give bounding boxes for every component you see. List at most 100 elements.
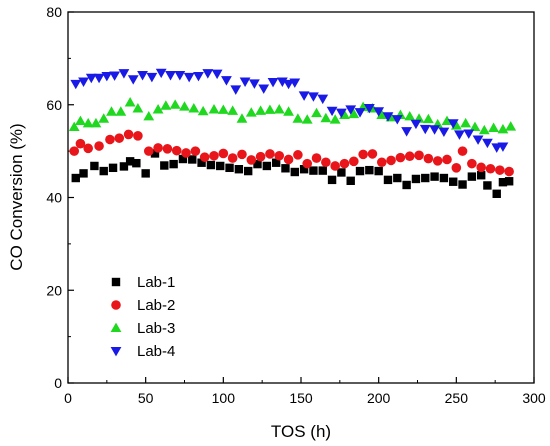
data-point — [243, 166, 253, 176]
data-point — [246, 155, 257, 165]
data-point — [320, 112, 332, 123]
data-point — [302, 158, 313, 169]
data-point — [467, 172, 477, 181]
data-point — [429, 125, 440, 135]
data-point — [211, 69, 223, 80]
data-point — [376, 157, 387, 168]
data-point — [386, 155, 396, 166]
data-point — [472, 135, 484, 145]
x-tick-label: 0 — [64, 390, 72, 406]
data-point — [227, 153, 238, 163]
data-point — [105, 134, 115, 145]
legend-item-lab-3: Lab-3 — [110, 320, 175, 337]
data-point — [78, 77, 89, 87]
y-axis-title: CO Conversion (%) — [7, 123, 26, 270]
data-point — [423, 153, 434, 164]
x-tick-label: 50 — [138, 390, 154, 406]
data-point — [267, 77, 279, 88]
data-point — [75, 138, 86, 149]
data-point — [225, 163, 234, 173]
data-point — [498, 177, 508, 187]
data-point — [497, 142, 509, 152]
data-point — [123, 129, 134, 140]
data-point — [358, 149, 368, 160]
data-point — [118, 69, 130, 79]
data-point — [108, 163, 118, 173]
data-point — [258, 84, 270, 94]
data-series — [68, 68, 517, 198]
data-point — [193, 71, 204, 82]
data-point — [150, 149, 160, 158]
data-point — [197, 158, 206, 167]
data-point — [301, 114, 313, 124]
data-point — [160, 100, 172, 110]
data-point — [309, 166, 318, 175]
data-point — [160, 161, 169, 170]
data-point — [329, 114, 341, 124]
data-point — [283, 154, 294, 165]
data-point — [374, 166, 383, 176]
data-point — [292, 113, 304, 123]
data-point — [348, 108, 360, 119]
data-point — [376, 109, 388, 120]
data-point — [141, 169, 150, 178]
y-tick-label: 0 — [54, 375, 62, 391]
legend-item-lab-1: Lab-1 — [111, 274, 175, 291]
data-point — [132, 103, 144, 113]
data-point — [317, 94, 329, 105]
series-lab-3 — [68, 97, 517, 135]
data-point — [330, 161, 340, 171]
data-point — [68, 121, 80, 132]
data-point — [449, 177, 458, 186]
data-point — [146, 72, 158, 83]
data-point — [202, 69, 214, 79]
data-point — [441, 115, 453, 126]
data-point — [230, 85, 242, 95]
data-point — [289, 78, 301, 88]
legend-item-lab-2: Lab-2 — [111, 297, 175, 314]
data-point — [298, 91, 310, 101]
data-point — [482, 138, 493, 149]
data-point — [383, 175, 393, 185]
data-point — [497, 123, 509, 134]
data-point — [485, 163, 496, 174]
data-point — [208, 103, 220, 114]
data-point — [401, 127, 413, 137]
data-point — [442, 154, 452, 165]
data-point — [488, 122, 500, 132]
data-point — [458, 180, 467, 189]
data-point — [169, 99, 181, 109]
data-point — [354, 108, 366, 118]
data-point — [447, 119, 459, 129]
x-tick-label: 250 — [445, 390, 469, 406]
data-point — [318, 166, 327, 175]
data-point — [299, 165, 309, 174]
data-point — [221, 76, 232, 86]
data-point — [293, 150, 303, 160]
data-point — [492, 189, 501, 198]
data-point — [133, 131, 143, 141]
x-tick-label: 150 — [289, 390, 313, 406]
y-axis-ticks: 0 20 40 60 80 — [46, 4, 74, 391]
data-point — [79, 169, 88, 178]
data-point — [132, 158, 141, 168]
data-point — [411, 174, 421, 184]
data-point — [124, 97, 136, 107]
data-point — [469, 121, 481, 132]
data-point — [199, 152, 210, 162]
data-point — [382, 112, 394, 122]
legend-label-lab-1: Lab-1 — [137, 274, 175, 291]
data-point — [255, 105, 267, 115]
data-point — [326, 106, 338, 117]
data-point — [345, 105, 357, 115]
data-point — [82, 117, 94, 128]
data-point — [253, 159, 262, 169]
data-point — [265, 149, 275, 159]
data-point — [504, 177, 514, 186]
data-point — [271, 158, 281, 167]
data-point — [127, 75, 139, 85]
data-point — [281, 164, 290, 173]
data-point — [438, 127, 450, 138]
data-point — [239, 77, 251, 87]
